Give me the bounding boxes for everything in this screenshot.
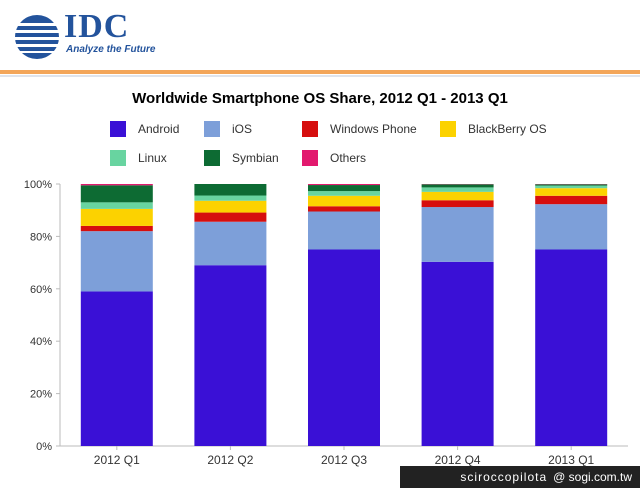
- bar-segment-android: [421, 261, 494, 446]
- bar-segment-android: [308, 249, 380, 446]
- x-tick-label: 2012 Q2: [207, 453, 253, 467]
- legend-label: Symbian: [232, 151, 279, 165]
- bar-segment-android: [535, 249, 608, 446]
- legend-label: Android: [138, 122, 180, 136]
- watermark-site: @ sogi.com.tw: [553, 470, 632, 484]
- bar-segment-linux: [421, 187, 494, 192]
- y-tick-label: 60%: [30, 284, 52, 296]
- bar-segment-linux: [80, 202, 153, 209]
- watermark-user: sciroccopilota: [460, 470, 548, 484]
- legend-swatch: [302, 121, 318, 137]
- legend-label: Windows Phone: [330, 122, 417, 136]
- legend-swatch: [110, 121, 126, 137]
- bar-segment-android: [80, 291, 153, 446]
- bar-segment-linux: [194, 195, 267, 201]
- x-tick-label: 2012 Q3: [321, 453, 367, 467]
- bar-segment-ios: [421, 207, 494, 262]
- bar-segment-blackberry-os: [194, 200, 267, 213]
- bar-segment-windows-phone: [421, 200, 494, 208]
- legend-label: BlackBerry OS: [468, 122, 547, 136]
- idc-logo: IDC: [64, 8, 130, 45]
- bar-segment-ios: [194, 221, 267, 266]
- bar-segment-others: [80, 184, 153, 186]
- idc-tagline: Analyze the Future: [66, 44, 156, 55]
- y-tick-label: 100%: [24, 179, 52, 191]
- bar-segment-windows-phone: [535, 195, 608, 205]
- x-tick-label: 2012 Q4: [435, 453, 481, 467]
- bar-segment-windows-phone: [194, 212, 267, 222]
- y-tick-label: 80%: [30, 231, 52, 243]
- legend-label: Others: [330, 151, 367, 165]
- bar-segment-symbian: [535, 184, 608, 186]
- bar-segment-android: [194, 265, 267, 446]
- bar-segment-windows-phone: [80, 225, 153, 232]
- watermark: sciroccopilota @ sogi.com.tw: [400, 466, 640, 488]
- bar-segment-blackberry-os: [80, 208, 153, 226]
- legend-label: iOS: [232, 122, 253, 136]
- idc-globe-icon: [14, 15, 60, 59]
- x-tick-label: 2012 Q1: [94, 453, 140, 467]
- x-tick-label: 2013 Q1: [548, 453, 594, 467]
- bar-segment-symbian: [80, 185, 153, 203]
- legend-swatch: [110, 150, 126, 166]
- y-tick-label: 0%: [36, 441, 52, 453]
- bar-segment-linux: [308, 191, 380, 196]
- legend-swatch: [204, 150, 220, 166]
- bar-segment-blackberry-os: [535, 188, 608, 196]
- bar-segment-ios: [80, 231, 153, 292]
- header-divider: [0, 70, 640, 74]
- bar-segment-blackberry-os: [421, 191, 494, 201]
- legend-swatch: [302, 150, 318, 166]
- y-tick-label: 20%: [30, 389, 52, 401]
- bar-segment-others: [308, 184, 380, 186]
- bar-segment-symbian: [308, 185, 380, 192]
- legend-label: Linux: [138, 151, 167, 165]
- y-tick-label: 40%: [30, 336, 52, 348]
- bar-segment-blackberry-os: [308, 195, 380, 207]
- legend-swatch: [440, 121, 456, 137]
- chart-title: Worldwide Smartphone OS Share, 2012 Q1 -…: [132, 90, 508, 107]
- bar-segment-symbian: [421, 184, 494, 188]
- bar-segment-linux: [535, 185, 608, 189]
- header-divider-secondary: [0, 75, 640, 77]
- os-share-chart: Worldwide Smartphone OS Share, 2012 Q1 -…: [0, 78, 640, 488]
- bar-segment-symbian: [194, 184, 267, 196]
- chart-plot: 0% 20% 40% 60% 80% 100% 2012 Q1 2012 Q2 2012 Q3 2…: [24, 179, 628, 467]
- bar-segment-windows-phone: [308, 206, 380, 212]
- legend-swatch: [204, 121, 220, 137]
- bar-segment-ios: [535, 204, 608, 250]
- header: IDC Analyze the Future: [0, 0, 640, 68]
- bar-segment-ios: [308, 211, 380, 250]
